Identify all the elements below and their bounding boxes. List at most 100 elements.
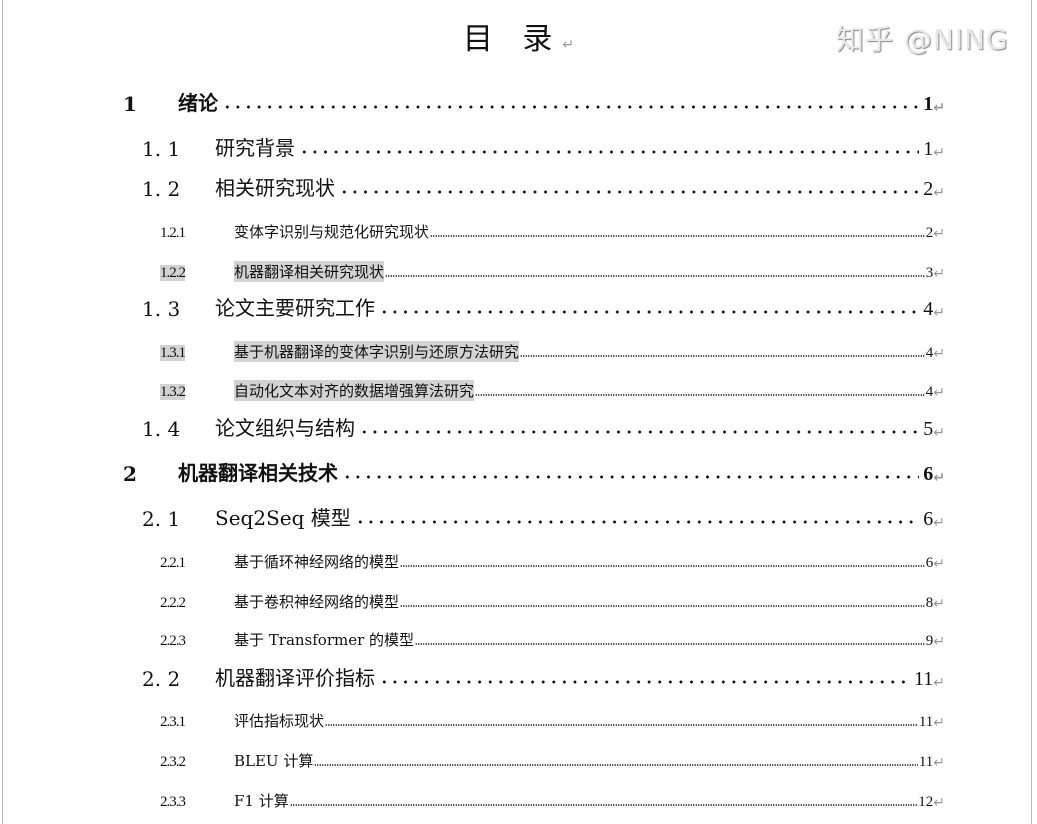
toc-entry-title[interactable]: 机器翻译相关研究现状: [234, 261, 385, 282]
toc-entry-page: 11: [918, 714, 934, 730]
toc-entry[interactable]: 1.2.1 变体字识别与规范化研究现状 2 ↵: [160, 214, 945, 242]
paragraph-mark-icon: ↵: [933, 266, 945, 282]
toc-entry[interactable]: 2. 2 机器翻译评价指标 11 ↵: [142, 663, 945, 691]
toc-title-text: 目 录: [462, 22, 563, 57]
dot-leader: [325, 724, 918, 726]
page-border-right: [1031, 0, 1032, 824]
toc-entry-title[interactable]: F1 计算: [234, 792, 289, 810]
toc-entry-number: 2. 2: [142, 667, 181, 691]
toc-entry-title[interactable]: 相关研究现状: [215, 176, 335, 200]
toc-entry-title[interactable]: 绪论: [178, 91, 218, 115]
toc-entry[interactable]: 2.2.2 基于卷积神经网络的模型 8 ↵: [160, 584, 945, 612]
paragraph-mark-icon: ↵: [933, 675, 945, 691]
dot-leader: [385, 275, 925, 277]
toc-entry[interactable]: 1. 3 论文主要研究工作 4 ↵: [142, 293, 945, 321]
toc-entry[interactable]: 2. 1 Seq2Seq 模型 6 ↵: [142, 503, 945, 531]
dot-leader: [379, 680, 910, 684]
toc-entry-number-cell: 2. 2: [142, 667, 215, 691]
toc-entry-number: 2.2.2: [160, 595, 186, 611]
toc-entry-number: 1: [123, 92, 137, 116]
paragraph-mark-icon: ↵: [933, 470, 945, 486]
toc-entry-number: 2: [123, 462, 137, 486]
toc-entry-title[interactable]: 基于机器翻译的变体字识别与还原方法研究: [234, 341, 520, 362]
paragraph-mark-icon: ↵: [933, 385, 945, 401]
toc-entry-title[interactable]: 基于卷积神经网络的模型: [234, 593, 400, 611]
dot-leader: [339, 190, 920, 194]
toc-entry-title[interactable]: 机器翻译相关技术: [178, 461, 338, 485]
paragraph-mark-icon: ↵: [933, 596, 945, 612]
toc-entry[interactable]: 1.2.2 机器翻译相关研究现状 3 ↵: [160, 254, 945, 282]
toc-entry-number: 1. 3: [142, 297, 181, 321]
toc-entry[interactable]: 1. 4 论文组织与结构 5 ↵: [142, 413, 945, 441]
toc-entry-page: 4: [925, 345, 934, 361]
toc-entry-title[interactable]: 评估指标现状: [234, 712, 325, 730]
dot-leader: [520, 355, 925, 357]
toc-entry-number-cell: 1.3.1: [160, 345, 234, 362]
toc-entry-number-cell: 2.3.2: [160, 754, 234, 771]
dot-leader: [400, 565, 925, 567]
paragraph-mark-icon: ↵: [933, 755, 945, 771]
toc-entry-number-cell: 1. 4: [142, 417, 215, 441]
paragraph-mark-icon: ↵: [933, 715, 945, 731]
toc-entry[interactable]: 1. 2 相关研究现状 2 ↵: [142, 173, 945, 201]
toc-entry-number-cell: 1. 1: [142, 137, 215, 161]
toc-entry-page: 1: [923, 138, 934, 160]
dot-leader: [430, 235, 925, 237]
dot-leader: [342, 475, 920, 479]
toc-entry-number-cell: 2.3.3: [160, 794, 234, 811]
paragraph-mark-icon: ↵: [933, 556, 945, 572]
page-border-left: [2, 0, 3, 824]
toc-entry-page: 4: [923, 298, 934, 320]
paragraph-mark-icon: ↵: [933, 305, 945, 321]
toc-entry-number-cell: 1. 3: [142, 297, 215, 321]
toc-entry-title[interactable]: 机器翻译评价指标: [215, 666, 375, 690]
toc-entry-number-cell: 1. 2: [142, 177, 215, 201]
toc-entry-number: 1. 4: [142, 417, 181, 441]
toc-entry[interactable]: 2.3.1 评估指标现状 11 ↵: [160, 703, 945, 731]
toc-title: 目 录↵: [0, 14, 1037, 58]
toc-entry-number-cell: 1: [123, 92, 178, 116]
dot-leader: [415, 643, 925, 645]
toc-entry-number: 2.3.1: [160, 714, 186, 730]
toc-entry-page: 4: [925, 384, 934, 400]
toc-entry[interactable]: 1.3.2 自动化文本对齐的数据增强算法研究 4 ↵: [160, 373, 945, 401]
toc-entry[interactable]: 1.3.1 基于机器翻译的变体字识别与还原方法研究 4 ↵: [160, 334, 945, 362]
toc-entry[interactable]: 2.2.3 基于 Transformer 的模型 9 ↵: [160, 622, 945, 650]
toc-entry-title[interactable]: 论文主要研究工作: [215, 296, 375, 320]
toc-entry-title[interactable]: 基于循环神经网络的模型: [234, 553, 400, 571]
toc-entry-page: 5: [923, 418, 934, 440]
toc-entry-number-cell: 2. 1: [142, 507, 215, 531]
toc-entry[interactable]: 2.2.1 基于循环神经网络的模型 6 ↵: [160, 544, 945, 572]
toc-entry-page: 9: [925, 633, 934, 649]
paragraph-mark-icon: ↵: [933, 634, 945, 650]
toc-entry-title[interactable]: 基于 Transformer 的模型: [234, 631, 415, 649]
toc-entry-page: 6: [923, 463, 934, 485]
toc-entry-title[interactable]: 研究背景: [215, 136, 295, 160]
toc-entry-title[interactable]: BLEU 计算: [234, 752, 314, 770]
toc-entry-number: 2. 1: [142, 507, 181, 531]
toc-entry-title[interactable]: 变体字识别与规范化研究现状: [234, 223, 430, 241]
dot-leader: [400, 605, 925, 607]
toc-entry[interactable]: 2.3.2 BLEU 计算 11 ↵: [160, 743, 945, 771]
paragraph-mark-icon: ↵: [933, 795, 945, 811]
toc-entry-number: 1.3.1: [160, 345, 186, 361]
dot-leader: [359, 430, 920, 434]
toc-entry[interactable]: 2.3.3 F1 计算 12 ↵: [160, 783, 945, 811]
toc-entry-number: 1. 1: [142, 137, 181, 161]
toc-entry-title[interactable]: 论文组织与结构: [215, 416, 355, 440]
toc-entry-title[interactable]: Seq2Seq 模型: [215, 506, 351, 530]
toc-entry-page: 1: [923, 93, 934, 115]
toc-entry[interactable]: 1. 1 研究背景 1 ↵: [142, 133, 945, 161]
toc-entry[interactable]: 1 绪论 1 ↵: [123, 88, 945, 116]
toc-entry-number-cell: 2.3.1: [160, 714, 234, 731]
paragraph-mark-icon: ↵: [933, 425, 945, 441]
toc-entry-title[interactable]: 自动化文本对齐的数据增强算法研究: [234, 380, 475, 401]
toc-entry-number: 2.2.3: [160, 633, 186, 649]
paragraph-mark-icon: ↵: [933, 145, 945, 161]
dot-leader: [299, 150, 920, 154]
toc-entry[interactable]: 2 机器翻译相关技术 6 ↵: [123, 458, 945, 486]
toc-entry-number: 1.3.2: [160, 384, 186, 400]
toc-entry-number-cell: 2.2.3: [160, 633, 234, 650]
toc-entry-number-cell: 1.2.2: [160, 265, 234, 282]
dot-leader: [222, 105, 920, 109]
